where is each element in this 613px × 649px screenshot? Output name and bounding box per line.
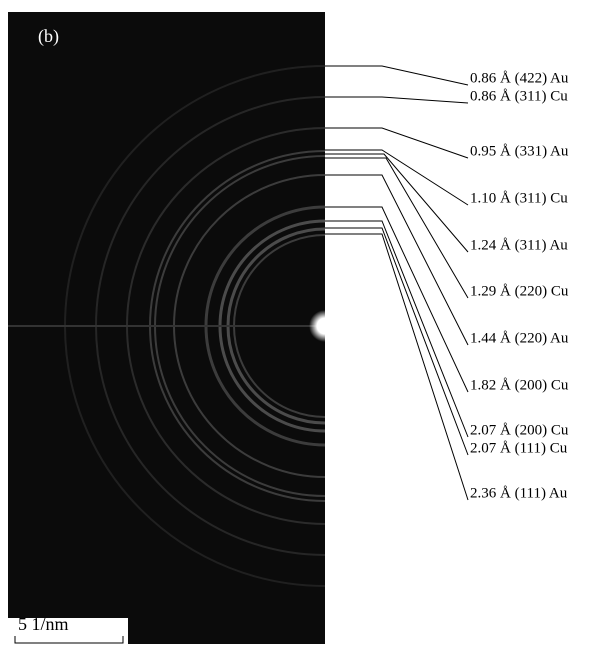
- ring-label: 2.36 Å (111) Au: [470, 485, 568, 501]
- leader-line: [325, 221, 468, 437]
- ring-label: 0.86 Å (311) Cu: [470, 88, 568, 104]
- ring-label: 0.95 Å (331) Au: [470, 143, 569, 159]
- ring-label: 2.07 Å (111) Cu: [470, 440, 568, 456]
- ring-label: 1.44 Å (220) Au: [470, 330, 569, 346]
- leader-line: [325, 207, 468, 392]
- leader-line: [325, 175, 468, 345]
- labels: 0.86 Å (422) Au 0.86 Å (311) Cu 0.95 Å (33…: [325, 66, 569, 501]
- ring-label: 1.82 Å (200) Cu: [470, 377, 569, 393]
- ring-label: 1.29 Å (220) Cu: [470, 283, 569, 299]
- figure: (b) 5 1/nm 0.86 Å (422) Au 0.86 Å (311) C…: [0, 0, 613, 644]
- panel-label: (b): [38, 26, 59, 47]
- ring-label: 2.07 Å (200) Cu: [470, 422, 569, 438]
- ring-label: 0.86 Å (422) Au: [470, 70, 569, 86]
- leader-line: [325, 234, 468, 500]
- ring-label: 1.10 Å (311) Cu: [470, 190, 568, 206]
- leader-line: [325, 97, 468, 103]
- ring-label: 1.24 Å (311) Au: [470, 237, 568, 253]
- leader-line: [325, 66, 468, 85]
- diffraction-image: (b): [8, 12, 585, 644]
- scale-bar-label: 5 1/nm: [18, 614, 69, 634]
